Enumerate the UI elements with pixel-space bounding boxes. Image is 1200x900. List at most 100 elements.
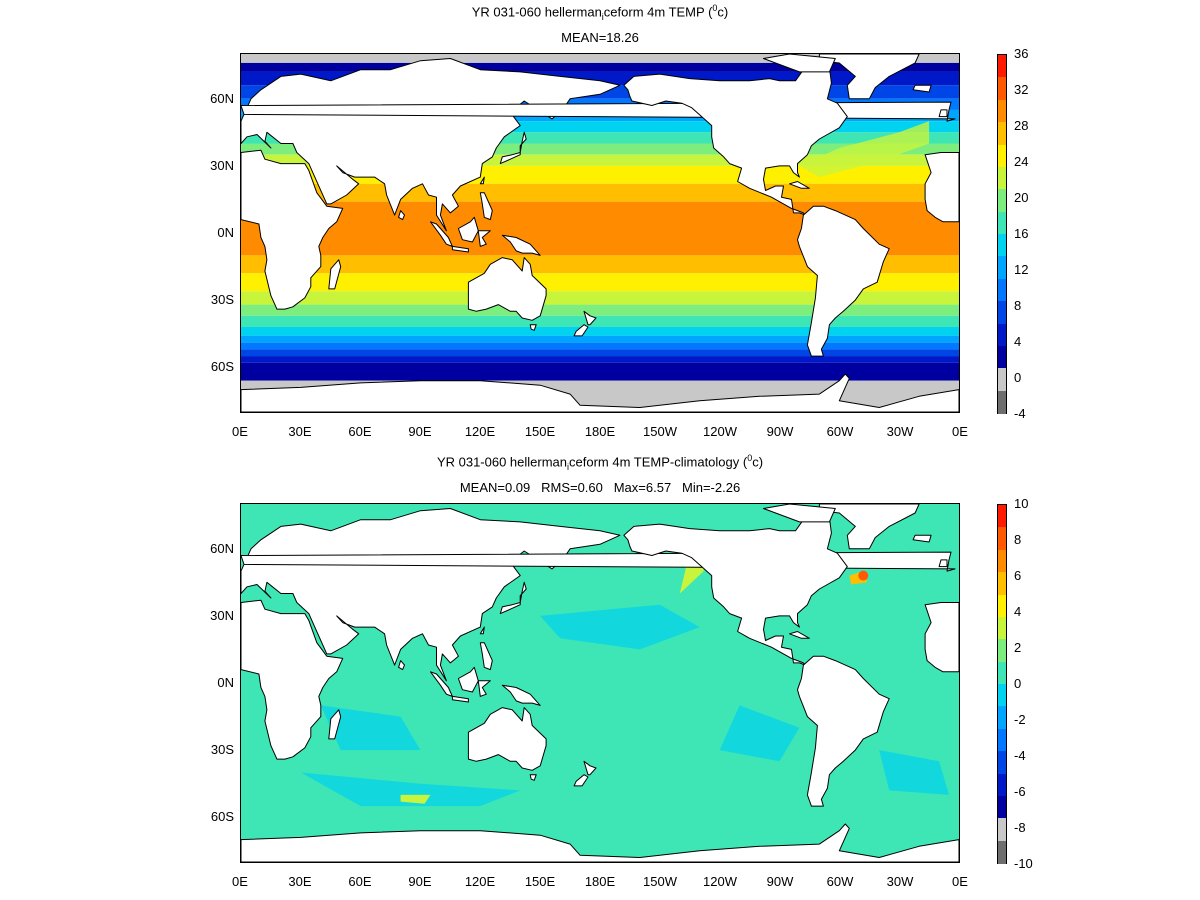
landmass [241, 599, 344, 760]
lat-tick-label: 60N [210, 540, 234, 556]
landmass [499, 131, 527, 165]
anomaly-max [858, 570, 869, 581]
lon-tick-label: 90E [408, 424, 432, 439]
colorbar-segment [998, 234, 1006, 257]
map-subtitle: MEAN=0.09 RMS=0.60 Max=6.57 Min=-2.26 [459, 480, 741, 495]
sst-band [241, 273, 959, 292]
lon-tick-label: 180E [584, 424, 616, 439]
landmass [763, 504, 836, 523]
landmass [241, 373, 959, 412]
lat-tick-label: 30S [210, 292, 234, 308]
lat-tick-label: 0N [217, 225, 234, 240]
landmass [924, 602, 959, 673]
colorbar-segment [998, 122, 1006, 145]
anomaly-patch [320, 705, 421, 751]
colorbar-segment [998, 55, 1006, 78]
sst-band [241, 132, 959, 144]
anomaly-patch [879, 750, 949, 795]
colorbar-segment [998, 572, 1006, 595]
landmass [241, 149, 344, 310]
map-title: YR 031-060 hellermaniceform 4m TEMP (0c) [471, 3, 729, 22]
colorbar-label: 10 [1014, 496, 1029, 511]
colorbar [997, 54, 1007, 414]
lat-tick-label: 60S [210, 809, 234, 825]
colorbar-label: 0 [1014, 370, 1022, 385]
colorbar-label: 32 [1014, 82, 1029, 97]
lat-tick-label: 30S [210, 742, 234, 758]
landmass [499, 581, 527, 615]
landmass [573, 774, 589, 787]
landmass [479, 176, 485, 185]
colorbar-segment [998, 549, 1006, 573]
sst-band [241, 356, 959, 363]
sst-map [240, 53, 960, 413]
anomaly-patch [300, 772, 521, 807]
colorbar-segment [998, 751, 1006, 774]
lon-tick-label: 60E [348, 874, 372, 889]
colorbar-label: 24 [1014, 154, 1029, 169]
sst-band [241, 304, 959, 316]
landmass [467, 257, 547, 321]
landmass [797, 205, 890, 357]
landmass [501, 234, 541, 256]
lat-tick-label: 30N [210, 607, 234, 623]
colorbar-label: 20 [1014, 190, 1029, 205]
map-subtitle: MEAN=18.26 [561, 30, 639, 45]
landmass [328, 259, 342, 290]
colorbar-label: -6 [1014, 784, 1026, 799]
lon-tick-label: 0E [232, 424, 248, 439]
lat-tick-label: 60S [210, 359, 234, 375]
landmass [583, 310, 597, 326]
lon-tick-label: 30W [886, 424, 914, 439]
landmass [479, 192, 493, 221]
landmass [789, 631, 810, 639]
lon-tick-label: 90E [408, 874, 432, 889]
landmass [924, 152, 959, 223]
lon-tick-label: 60E [348, 424, 372, 439]
colorbar-label: 0 [1014, 676, 1022, 691]
landmass [241, 58, 621, 232]
lat-tick-label: 0N [217, 675, 234, 690]
panel-anomaly: YR 031-060 hellermaniceform 4m TEMP-clim… [0, 450, 1200, 900]
landmass [477, 680, 491, 697]
colorbar-label: 28 [1014, 118, 1029, 133]
colorbar-segment [998, 144, 1006, 168]
sst-band [241, 326, 959, 336]
colorbar-segment [998, 706, 1006, 730]
lon-tick-label: 120W [703, 874, 737, 889]
colorbar-segment [998, 684, 1006, 707]
landmass [818, 54, 920, 100]
landmass [938, 109, 948, 118]
lon-tick-label: 0E [952, 424, 968, 439]
landmass [912, 84, 932, 93]
colorbar-segment [998, 390, 1006, 414]
anomaly-map [240, 503, 960, 863]
landmass [398, 660, 405, 671]
lon-tick-label: 150E [524, 424, 556, 439]
colorbar-segment [998, 211, 1006, 235]
landmass [479, 642, 493, 671]
landmass [467, 707, 547, 771]
lon-tick-label: 120W [703, 424, 737, 439]
lat-tick-label: 60N [210, 90, 234, 106]
landmass [583, 760, 597, 776]
colorbar-segment [998, 323, 1006, 347]
colorbar-segment [998, 639, 1006, 663]
colorbar-label: 8 [1014, 298, 1022, 313]
sea-ice-north [241, 54, 959, 63]
panel-sst: YR 031-060 hellermaniceform 4m TEMP (0c)… [210, 3, 1029, 439]
colorbar-label: -8 [1014, 820, 1026, 835]
lon-tick-label: 150W [643, 424, 677, 439]
anomaly-field [241, 504, 959, 862]
sst-band [241, 255, 959, 274]
sst-band [241, 143, 959, 155]
colorbar-segment [998, 773, 1006, 797]
colorbar-label: -2 [1014, 712, 1026, 727]
colorbar-segment [998, 594, 1006, 618]
sst-band [241, 342, 959, 350]
anomaly-hotspot [400, 794, 431, 804]
sst-band [241, 154, 959, 166]
colorbar-label: 8 [1014, 532, 1022, 547]
sst-band [241, 291, 959, 305]
landmass [451, 245, 469, 253]
